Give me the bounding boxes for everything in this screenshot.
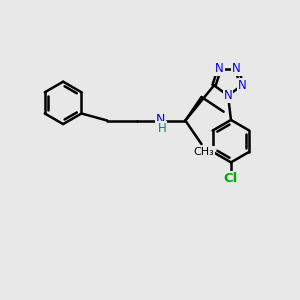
Text: Cl: Cl: [224, 172, 238, 185]
Text: H: H: [158, 122, 166, 135]
Text: N: N: [215, 62, 224, 75]
Text: N: N: [224, 89, 233, 102]
Text: N: N: [238, 79, 246, 92]
Text: N: N: [156, 112, 165, 126]
Text: N: N: [232, 62, 241, 75]
Text: CH₃: CH₃: [194, 147, 214, 158]
